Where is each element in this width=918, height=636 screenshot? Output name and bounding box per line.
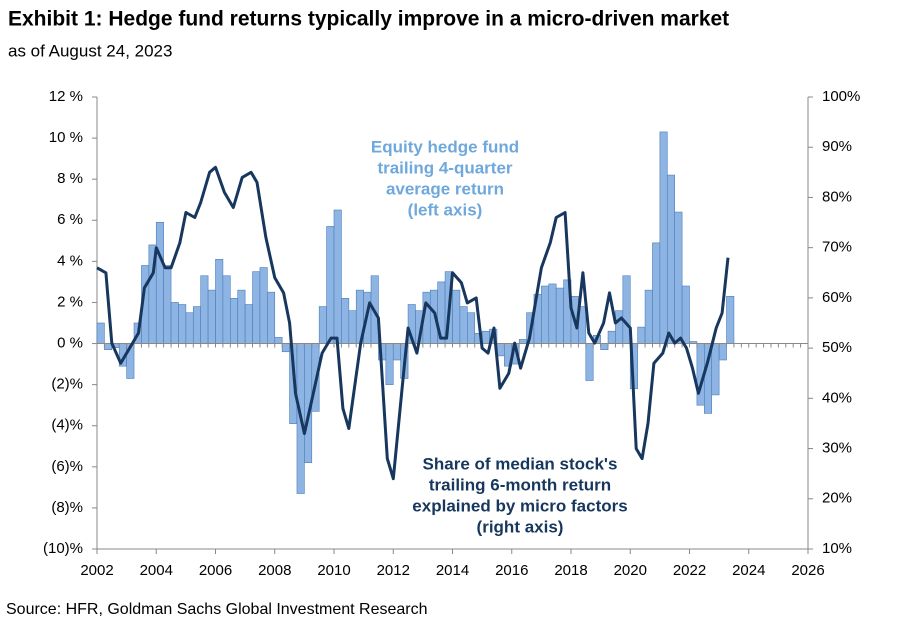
bar [237,289,246,344]
annotation: (right axis) [477,517,564,536]
x-tick-label: 2020 [614,562,647,579]
bar [274,337,283,344]
bar [452,289,461,344]
bar [607,330,616,344]
bar [222,275,231,344]
bar [192,306,201,344]
y2-tick-label: 80% [822,188,852,205]
y-tick-label: 10 % [49,129,83,146]
bar [666,174,675,344]
bar [718,343,727,361]
bar [348,310,357,344]
bar [318,306,327,344]
bar [467,312,476,344]
y-tick-label: (6)% [51,458,83,475]
bar [341,298,350,344]
annotation: explained by micro factors [412,496,627,515]
bar [518,339,527,344]
bar [674,211,683,344]
bar [230,298,239,344]
bar [659,131,668,344]
bar [244,304,253,344]
x-tick-label: 2012 [377,562,410,579]
bar [681,285,690,344]
annotation: trailing 4-quarter [377,158,512,177]
y-tick-label: (10)% [43,540,83,557]
bar [170,302,179,344]
y2-tick-label: 90% [822,138,852,155]
bar [163,265,172,344]
chart-title: Exhibit 1: Hedge fund returns typically … [8,8,729,31]
bar [541,285,550,344]
bar [481,330,490,344]
y2-tick-label: 70% [822,239,852,256]
bar [259,267,268,344]
annotation: average return [386,179,504,198]
bar [600,343,609,351]
annotation: Equity hedge fund [371,137,519,156]
bar [637,326,646,344]
bar [711,343,720,396]
bar [548,283,557,344]
bar [555,287,564,344]
source: Source: HFR, Goldman Sachs Global Invest… [6,601,428,618]
annotation: trailing 6-month return [429,475,611,494]
y-tick-label: 0 % [57,335,83,352]
y-tick-label: 4 % [57,252,83,269]
x-tick-label: 2016 [495,562,528,579]
y-tick-label: (4)% [51,417,83,434]
x-tick-label: 2014 [436,562,469,579]
annotation: Share of median stock's [423,454,618,473]
bar [615,310,624,344]
bar [385,343,394,385]
bar [207,289,216,344]
y-tick-label: (2)% [51,376,83,393]
x-tick-label: 2024 [732,562,765,579]
bar [281,343,290,353]
bar [333,209,342,344]
bar [644,289,653,344]
x-tick-label: 2022 [673,562,706,579]
annotation: (left axis) [408,200,483,219]
x-tick-label: 2018 [554,562,587,579]
bar [215,259,224,344]
x-tick-label: 2026 [791,562,824,579]
bar [585,343,594,381]
y2-tick-label: 30% [822,440,852,457]
y-tick-label: 12 % [49,88,83,105]
x-tick-label: 2006 [199,562,232,579]
x-tick-label: 2008 [258,562,291,579]
bar [252,271,261,344]
line [96,165,730,481]
y2-tick-label: 40% [822,389,852,406]
bar [652,242,661,344]
y-tick-label: 8 % [57,170,83,187]
y2-tick-label: 50% [822,339,852,356]
bar [726,295,735,344]
bar [178,304,187,344]
x-tick-label: 2010 [317,562,350,579]
y2-tick-label: 100% [822,88,860,105]
bar [326,226,335,344]
y2-tick-label: 10% [822,540,852,557]
bar [392,343,401,361]
bar [459,306,468,344]
bar [155,222,164,344]
y-tick-label: 2 % [57,293,83,310]
bar [185,312,194,344]
x-tick-label: 2004 [140,562,173,579]
y-tick-label: 6 % [57,211,83,228]
bar [104,343,113,351]
bar [96,322,105,344]
bar [200,275,209,344]
bar [267,291,276,344]
x-tick-label: 2002 [80,562,113,579]
chart-subtitle: as of August 24, 2023 [8,41,172,60]
y2-tick-label: 60% [822,289,852,306]
y-tick-label: (8)% [51,499,83,516]
y2-tick-label: 20% [822,490,852,507]
